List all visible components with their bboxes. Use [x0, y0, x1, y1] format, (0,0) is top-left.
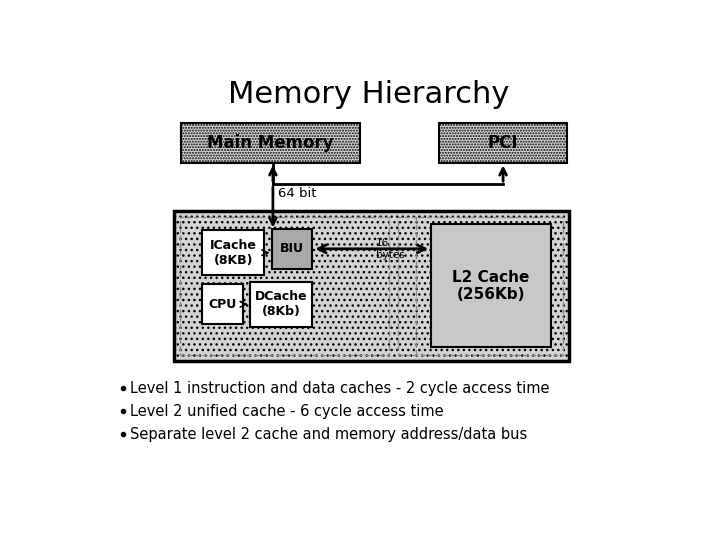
Text: Memory Hierarchy: Memory Hierarchy — [228, 79, 510, 109]
Text: Main Memory: Main Memory — [207, 133, 334, 152]
Text: Separate level 2 cache and memory address/data bus: Separate level 2 cache and memory addres… — [130, 427, 528, 442]
Bar — [438, 123, 567, 163]
Bar — [181, 123, 360, 163]
Bar — [431, 224, 551, 347]
Bar — [251, 282, 312, 327]
Bar — [398, 217, 563, 355]
Bar — [202, 284, 243, 325]
Text: CPU: CPU — [208, 298, 237, 310]
Bar — [272, 229, 312, 269]
Text: DCache
(8Kb): DCache (8Kb) — [255, 291, 307, 318]
Text: ICache
(8KB): ICache (8KB) — [210, 239, 257, 267]
Bar — [180, 217, 389, 355]
Text: BIU: BIU — [280, 242, 305, 255]
Bar — [174, 211, 569, 361]
Text: L2 Cache
(256Kb): L2 Cache (256Kb) — [452, 269, 530, 302]
Text: 16: 16 — [376, 238, 389, 248]
Text: Level 2 unified cache - 6 cycle access time: Level 2 unified cache - 6 cycle access t… — [130, 404, 444, 419]
Text: bytes: bytes — [376, 250, 405, 260]
Text: PCI: PCI — [487, 133, 518, 152]
Text: Level 1 instruction and data caches - 2 cycle access time: Level 1 instruction and data caches - 2 … — [130, 381, 550, 396]
Text: 64 bit: 64 bit — [277, 187, 316, 200]
Bar — [202, 231, 264, 275]
